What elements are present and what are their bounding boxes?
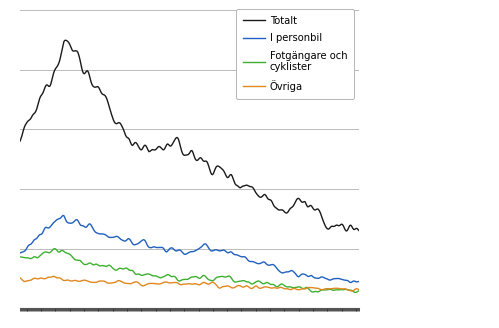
- Totalt: [343, 229, 349, 233]
- Fotgängare och
cyklister: [21, 256, 27, 259]
- I personbil: [356, 279, 362, 283]
- Fotgängare och
cyklister: [104, 264, 110, 268]
- Fotgängare och
cyklister: [63, 251, 69, 255]
- I personbil: [348, 280, 354, 284]
- Totalt: [17, 139, 23, 143]
- Totalt: [63, 38, 69, 42]
- I personbil: [30, 239, 36, 243]
- Övriga: [30, 277, 36, 281]
- Övriga: [21, 279, 27, 283]
- Fotgängare och
cyklister: [17, 255, 23, 259]
- Totalt: [19, 134, 25, 138]
- Fotgängare och
cyklister: [19, 255, 25, 259]
- I personbil: [60, 214, 66, 217]
- Totalt: [256, 195, 262, 199]
- Legend: Totalt, I personbil, Fotgängare och
cyklister, Övriga: Totalt, I personbil, Fotgängare och cykl…: [236, 9, 354, 99]
- Line: I personbil: I personbil: [20, 215, 359, 282]
- Fotgängare och
cyklister: [30, 256, 36, 259]
- Övriga: [104, 281, 110, 285]
- I personbil: [104, 234, 110, 238]
- Totalt: [62, 38, 68, 42]
- Övriga: [19, 277, 25, 281]
- Line: Övriga: Övriga: [20, 276, 359, 291]
- Övriga: [349, 289, 355, 293]
- Övriga: [17, 276, 23, 280]
- Totalt: [356, 229, 362, 233]
- Line: Totalt: Totalt: [20, 40, 359, 231]
- I personbil: [21, 249, 27, 253]
- Övriga: [63, 278, 69, 282]
- I personbil: [19, 250, 25, 254]
- I personbil: [63, 218, 69, 222]
- Övriga: [50, 274, 56, 278]
- Totalt: [30, 113, 36, 116]
- Line: Fotgängare och
cyklister: Fotgängare och cyklister: [20, 249, 359, 293]
- Övriga: [256, 286, 262, 290]
- Fotgängare och
cyklister: [356, 289, 362, 293]
- Fotgängare och
cyklister: [51, 247, 57, 251]
- Fotgängare och
cyklister: [256, 279, 262, 283]
- I personbil: [256, 262, 262, 266]
- Övriga: [356, 288, 362, 292]
- Fotgängare och
cyklister: [353, 291, 359, 295]
- Totalt: [21, 125, 27, 129]
- Totalt: [104, 97, 110, 101]
- I personbil: [17, 251, 23, 255]
